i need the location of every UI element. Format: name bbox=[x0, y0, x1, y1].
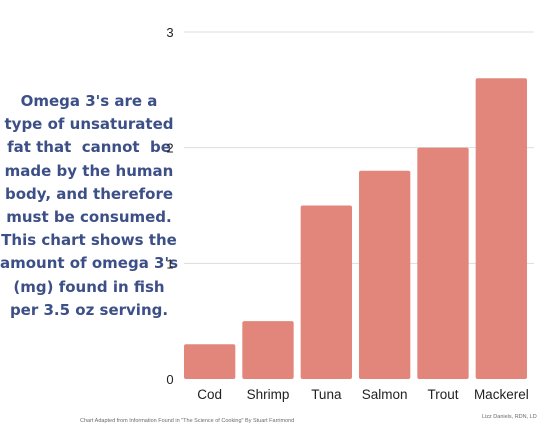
x-category-label: Mackerel bbox=[474, 387, 529, 402]
x-category-label: Shrimp bbox=[247, 387, 290, 402]
y-tick-label: 2 bbox=[166, 141, 173, 156]
source-note: Chart Adapted from Information Found in … bbox=[80, 418, 295, 424]
bars bbox=[184, 78, 527, 380]
bar-salmon bbox=[359, 170, 411, 379]
x-axis-categories: Cod Shrimp Tuna Salmon Trout Mackerel bbox=[197, 387, 528, 402]
bar-cod bbox=[184, 344, 236, 379]
x-category-label: Salmon bbox=[362, 387, 408, 402]
y-tick-label: 1 bbox=[166, 256, 173, 271]
bar-shrimp bbox=[242, 321, 294, 379]
y-tick-label: 3 bbox=[166, 25, 173, 40]
credit-note: Lizz Daniels, RDN, LD bbox=[482, 414, 537, 420]
bar-tuna bbox=[300, 205, 352, 379]
chart-description: Omega 3's are a type of unsaturated fat … bbox=[0, 92, 184, 319]
x-category-label: Tuna bbox=[311, 387, 342, 402]
x-category-label: Cod bbox=[197, 387, 222, 402]
x-category-label: Trout bbox=[427, 387, 458, 402]
y-tick-label: 0 bbox=[166, 372, 173, 387]
bar-mackerel bbox=[475, 78, 527, 380]
bar-trout bbox=[417, 147, 469, 379]
y-axis-ticks: 0 1 2 3 bbox=[166, 25, 173, 387]
